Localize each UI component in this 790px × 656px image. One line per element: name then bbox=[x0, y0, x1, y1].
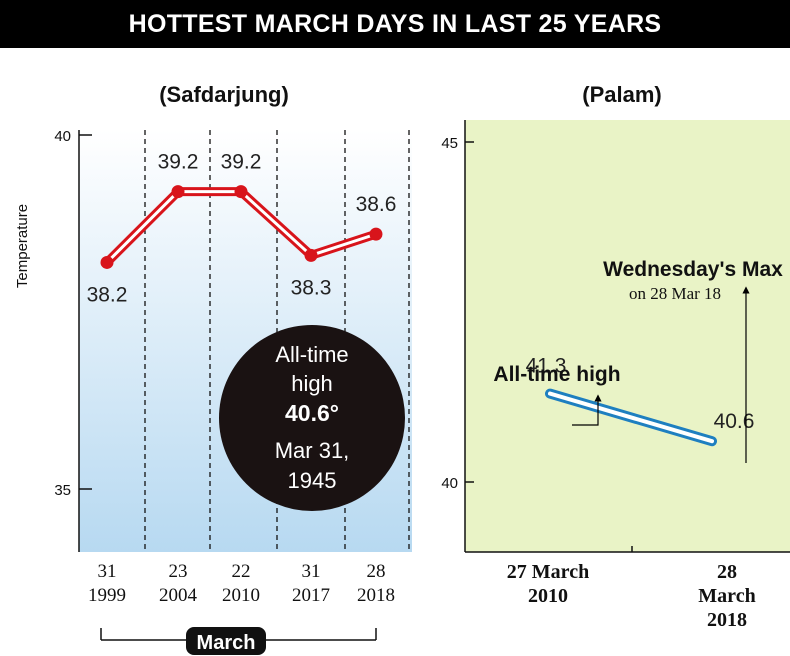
right-data-label: 41.3 bbox=[526, 355, 567, 378]
charts-svg: (Safdarjung) 40 35 Temperature 38.2 39.2 39… bbox=[14, 82, 790, 655]
left-data-point bbox=[369, 227, 383, 241]
right-x-tick-line1: 27 March bbox=[507, 561, 589, 583]
march-bracket: March bbox=[100, 627, 377, 655]
right-x-tick-line2: March bbox=[698, 585, 755, 607]
right-series: 41.3 40.6 bbox=[526, 355, 755, 447]
left-x-tick-day: 28 bbox=[367, 561, 386, 582]
left-x-tick-day: 31 bbox=[98, 561, 117, 582]
callout-line1: All-time bbox=[275, 342, 348, 367]
left-data-label: 38.3 bbox=[291, 276, 332, 299]
left-data-point bbox=[100, 255, 114, 269]
callout-line5: 1945 bbox=[288, 468, 337, 493]
right-x-tick-line3: 2018 bbox=[707, 609, 747, 631]
left-x-tick-year: 2018 bbox=[357, 585, 395, 606]
callout-line2: high bbox=[291, 371, 333, 396]
left-data-label: 39.2 bbox=[158, 151, 199, 174]
right-series-line-inner bbox=[548, 391, 714, 444]
left-y-tick-label: 40 bbox=[54, 128, 71, 145]
left-x-tick-year: 2017 bbox=[292, 585, 330, 606]
march-label: March bbox=[197, 632, 256, 654]
alltime-annotation: All-time high bbox=[493, 363, 620, 386]
wednesday-annotation-line2: on 28 Mar 18 bbox=[629, 284, 721, 303]
left-data-label: 38.6 bbox=[356, 193, 397, 216]
left-x-tick-year: 1999 bbox=[88, 585, 126, 606]
left-y-axis: 40 35 bbox=[54, 128, 92, 499]
callout-value: 40.6° bbox=[285, 400, 339, 426]
y-axis-label: Temperature bbox=[14, 204, 31, 288]
right-y-tick-label: 40 bbox=[441, 475, 458, 492]
chart-title: HOTTEST MARCH DAYS IN LAST 25 YEARS bbox=[0, 0, 790, 48]
right-x-tick-line1: 28 bbox=[717, 561, 737, 583]
left-x-tick-day: 22 bbox=[232, 561, 251, 582]
right-y-tick-label: 45 bbox=[441, 135, 458, 152]
left-x-tick-day: 31 bbox=[302, 561, 321, 582]
left-data-label: 39.2 bbox=[221, 151, 262, 174]
left-data-point bbox=[234, 185, 248, 199]
left-chart-title: (Safdarjung) bbox=[159, 82, 289, 107]
left-y-tick-label: 35 bbox=[54, 482, 71, 499]
right-x-tick-line2: 2010 bbox=[528, 585, 568, 607]
left-x-axis: 31 1999 23 2004 22 2010 31 2017 28 2018 bbox=[88, 561, 395, 606]
left-data-point bbox=[171, 185, 185, 199]
callout-line4: Mar 31, bbox=[275, 438, 350, 463]
left-x-tick-day: 23 bbox=[169, 561, 188, 582]
wednesday-annotation-line1: Wednesday's Max bbox=[603, 258, 783, 281]
left-series: 38.2 39.2 39.2 38.3 38.6 bbox=[87, 151, 397, 307]
left-x-tick-year: 2004 bbox=[159, 585, 198, 606]
right-y-axis: 45 40 bbox=[441, 135, 474, 492]
march-badge bbox=[186, 627, 266, 655]
left-data-label: 38.2 bbox=[87, 283, 128, 306]
right-data-label: 40.6 bbox=[714, 410, 755, 433]
left-x-tick-year: 2010 bbox=[222, 585, 260, 606]
all-time-high-callout: All-time high 40.6° Mar 31, 1945 bbox=[219, 325, 405, 511]
right-chart-title: (Palam) bbox=[582, 82, 661, 107]
alltime-connector bbox=[572, 394, 602, 426]
right-plot-area bbox=[465, 120, 790, 552]
left-data-point bbox=[304, 248, 318, 262]
